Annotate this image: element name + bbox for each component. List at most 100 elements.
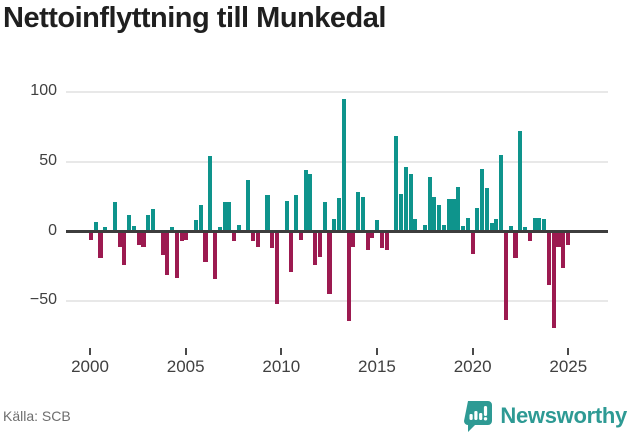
bar [198, 204, 203, 230]
bar [456, 186, 461, 230]
bar [551, 233, 556, 328]
chart-title: Nettoinflyttning till Munkedal [3, 2, 386, 34]
bar [379, 233, 384, 249]
bar [341, 98, 346, 230]
bar [146, 214, 151, 230]
bar [227, 202, 232, 230]
y-axis-label--50: −50 [29, 291, 57, 309]
bar [441, 224, 447, 230]
bar [98, 233, 103, 259]
bar [561, 233, 566, 268]
bar [475, 207, 480, 230]
bar [375, 220, 380, 230]
bar [265, 195, 270, 230]
bar [336, 197, 342, 230]
x-axis-label-2005: 2005 [166, 357, 205, 376]
bar [422, 224, 427, 230]
bar [251, 233, 256, 242]
bar [232, 233, 237, 242]
x-axis-label-2000: 2000 [71, 357, 109, 376]
bar [313, 233, 318, 266]
bar [193, 220, 198, 230]
brand-block: Newsworthy [464, 399, 627, 433]
bar [222, 202, 227, 230]
bar [470, 233, 475, 254]
bar [127, 214, 132, 230]
bar [93, 221, 98, 230]
bar [294, 195, 299, 230]
bar [370, 233, 375, 239]
gridline--50 [66, 300, 608, 303]
bar [160, 233, 165, 256]
bar [413, 218, 418, 230]
bar [356, 192, 361, 230]
bar [503, 233, 509, 320]
bar [360, 196, 365, 230]
x-axis-tick-2005 [184, 348, 187, 355]
bar [303, 169, 308, 230]
bar [122, 233, 127, 266]
bar [499, 154, 504, 230]
bar [523, 227, 528, 230]
bar [365, 233, 370, 250]
bar [203, 233, 208, 263]
bar [308, 174, 313, 230]
bar [542, 218, 547, 230]
bar [351, 233, 356, 247]
x-axis-tick-2000 [89, 348, 91, 355]
x-axis-tick-2025 [567, 348, 570, 355]
bar [170, 227, 175, 230]
bar [565, 233, 571, 246]
bar [480, 168, 485, 230]
bar [484, 188, 489, 230]
x-axis-label-2015: 2015 [358, 357, 396, 376]
bar [394, 136, 399, 230]
y-axis-label-50: 50 [39, 151, 57, 169]
x-axis-label-2010: 2010 [262, 357, 301, 376]
bar [332, 218, 337, 230]
bar [88, 233, 94, 240]
x-axis-label-2020: 2020 [453, 357, 492, 376]
bar [289, 233, 294, 273]
bar [461, 225, 466, 230]
zero-axis-line [66, 230, 608, 233]
bar [403, 167, 408, 230]
bar [212, 233, 218, 280]
bar [346, 233, 351, 321]
x-axis-tick-2010 [280, 348, 283, 355]
bar [274, 233, 280, 305]
source-caption: Källa: SCB [3, 408, 71, 424]
gridline-50 [66, 160, 608, 163]
bar [465, 217, 470, 230]
bar [532, 217, 537, 230]
bar [179, 233, 184, 242]
gridline-100 [66, 90, 608, 93]
bar [408, 174, 413, 230]
bar [174, 233, 179, 278]
bar [141, 233, 146, 247]
bar [298, 233, 303, 240]
bar [317, 233, 322, 257]
bar [546, 233, 551, 285]
newsworthy-logo-icon [464, 400, 493, 432]
bar [117, 233, 122, 247]
bar [513, 233, 518, 259]
bar [131, 225, 136, 230]
bar [165, 233, 170, 275]
bar [384, 233, 389, 250]
bar [327, 233, 332, 295]
bar [494, 218, 499, 230]
bar [399, 193, 404, 230]
bar [432, 196, 437, 230]
bar [527, 233, 532, 242]
bar [270, 233, 275, 249]
bar [518, 130, 523, 230]
bar [489, 223, 494, 230]
bar [451, 199, 456, 230]
bar [103, 227, 108, 230]
bar [150, 209, 156, 230]
bar [112, 202, 117, 230]
bar [208, 156, 213, 230]
